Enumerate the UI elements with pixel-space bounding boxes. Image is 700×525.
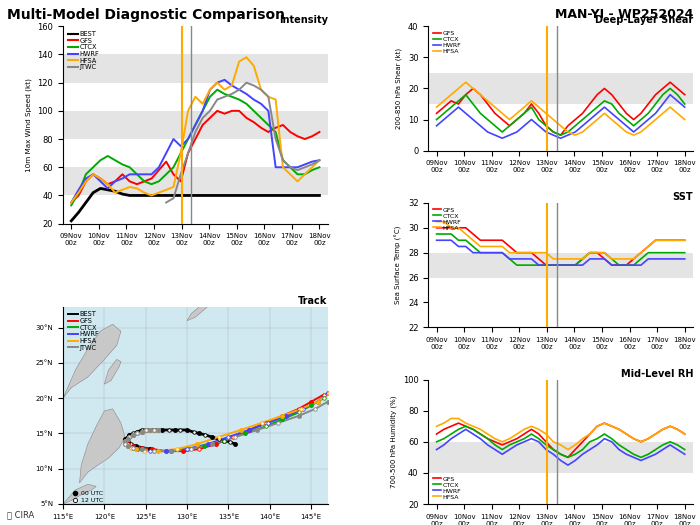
Text: 00 UTC: 00 UTC (81, 491, 104, 496)
Bar (428, 73, 693, 104)
Bar (63, 167, 328, 195)
Legend: GFS, CTCX, HWRF, HFSA: GFS, CTCX, HWRF, HFSA (431, 206, 463, 232)
Text: MAN-YI - WP252024: MAN-YI - WP252024 (554, 8, 693, 21)
Legend: GFS, CTCX, HWRF, HFSA: GFS, CTCX, HWRF, HFSA (431, 29, 463, 55)
Text: 12 UTC: 12 UTC (81, 498, 104, 503)
Bar (428, 253, 693, 278)
Text: Ⓢ CIRA: Ⓢ CIRA (7, 511, 34, 520)
Text: Deep-Layer Shear: Deep-Layer Shear (595, 15, 693, 26)
Y-axis label: 700-500 hPa Humidity (%): 700-500 hPa Humidity (%) (391, 395, 398, 488)
Text: SST: SST (673, 192, 693, 202)
Y-axis label: 200-850 hPa Shear (kt): 200-850 hPa Shear (kt) (396, 48, 402, 129)
Text: Mid-Level RH: Mid-Level RH (620, 369, 693, 379)
Bar (428, 442, 693, 473)
Y-axis label: 10m Max Wind Speed (kt): 10m Max Wind Speed (kt) (25, 78, 32, 172)
Text: Track: Track (298, 296, 328, 306)
Bar (63, 55, 328, 82)
Legend: BEST, GFS, CTCX, HWRF, HFSA, JTWC: BEST, GFS, CTCX, HWRF, HFSA, JTWC (66, 310, 101, 352)
Text: Multi-Model Diagnostic Comparison: Multi-Model Diagnostic Comparison (7, 8, 285, 22)
Y-axis label: Sea Surface Temp (°C): Sea Surface Temp (°C) (395, 226, 402, 304)
Legend: BEST, GFS, CTCX, HWRF, HFSA, JTWC: BEST, GFS, CTCX, HWRF, HFSA, JTWC (66, 29, 101, 71)
Text: Intensity: Intensity (279, 15, 328, 26)
Legend: GFS, CTCX, HWRF, HFSA: GFS, CTCX, HWRF, HFSA (431, 475, 463, 501)
Bar (63, 111, 328, 139)
